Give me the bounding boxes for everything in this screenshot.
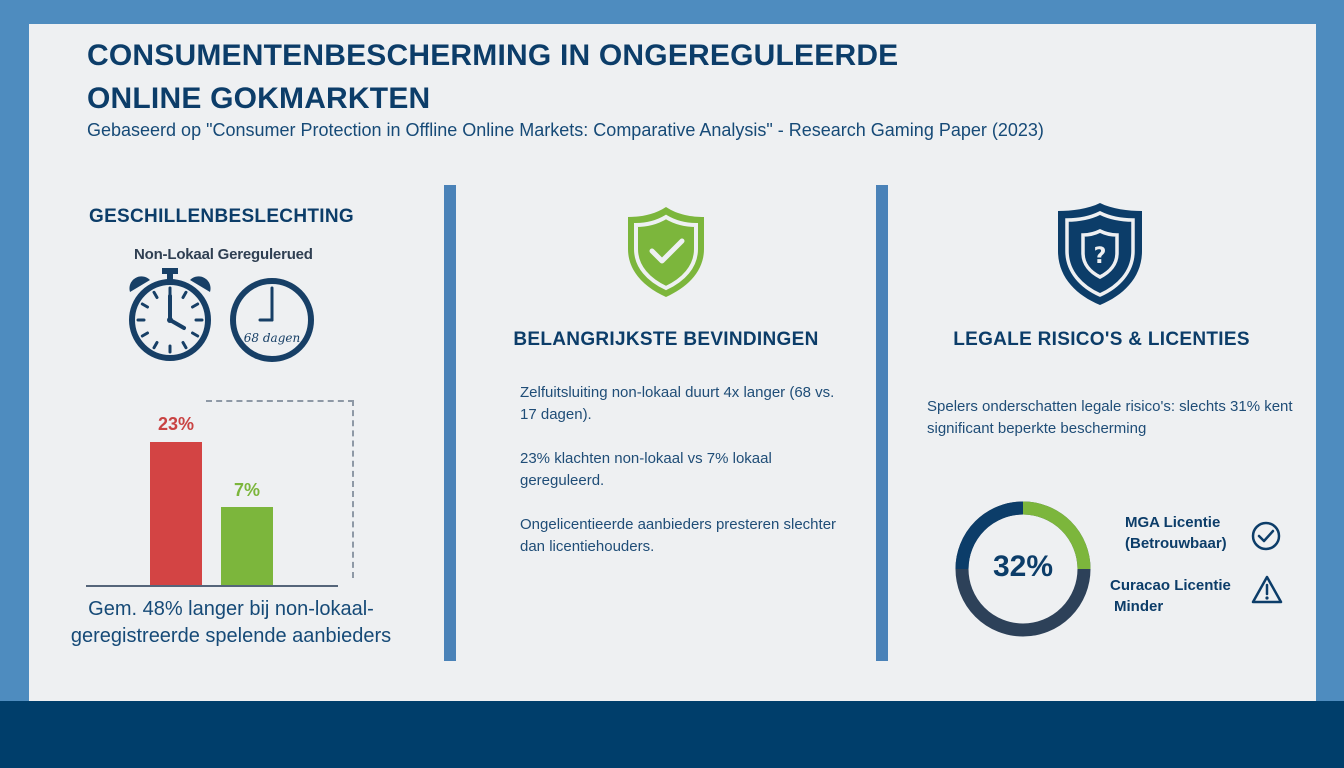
chart-caption: Gem. 48% langer bij non-lokaal-geregistr…	[70, 598, 392, 647]
dashed-guide	[206, 400, 354, 402]
license-label: MGA Licentie	[1125, 514, 1221, 531]
bar-local	[221, 507, 273, 586]
bar-nonlocal	[150, 442, 202, 586]
license-curacao: Curacao Licentie Minder	[1110, 575, 1231, 617]
check-circle-icon	[1251, 521, 1281, 551]
clock-label: Non-Lokaal Geregulerued	[134, 246, 313, 263]
column-divider	[444, 185, 456, 661]
footer-band	[0, 701, 1344, 768]
page-subtitle: Gebaseerd op "Consumer Protection in Off…	[87, 120, 1044, 140]
legal-risks-heading: LEGALE RISICO'S & LICENTIES	[953, 329, 1250, 350]
stopwatch-icon	[129, 268, 211, 361]
dispute-resolution-heading: GESCHILLENBESLECHTING	[89, 206, 354, 227]
license-sublabel: Minder	[1114, 598, 1164, 615]
license-sublabel: (Betrouwbaar)	[1125, 535, 1227, 552]
title-line-2: ONLINE GOKMARKTEN	[87, 82, 431, 115]
complaints-bar-chart: 23% 7%	[84, 400, 384, 590]
warning-triangle-icon	[1251, 575, 1283, 604]
donut-value: 32%	[992, 550, 1054, 583]
findings-list: Zelfuitsluiting non-lokaal duurt 4x lang…	[520, 382, 850, 580]
bar-value-label-nonlocal: 23%	[157, 414, 195, 434]
page-title: CONSUMENTENBESCHERMING IN ONGEREGULEERDE…	[87, 34, 987, 120]
legal-risks-text: Spelers onderschatten legale risico's: s…	[927, 398, 1293, 437]
shield-question-icon: ?	[1058, 203, 1142, 305]
license-mga: MGA Licentie (Betrouwbaar)	[1125, 512, 1227, 554]
key-findings-heading: BELANGRIJKSTE BEVINDINGEN	[513, 329, 819, 350]
infographic-card: CONSUMENTENBESCHERMING IN ONGEREGULEERDE…	[29, 24, 1316, 701]
title-line-1: CONSUMENTENBESCHERMING IN ONGEREGULEERDE	[87, 39, 899, 72]
clock-days-text: 68 dagen	[244, 331, 300, 345]
finding-item: Zelfuitsluiting non-lokaal duurt 4x lang…	[520, 384, 835, 423]
clock-icon: 68 dagen	[230, 278, 314, 362]
finding-item: 23% klachten non-lokaal vs 7% lokaal ger…	[520, 450, 772, 489]
finding-item: Ongelicentieerde aanbieders presteren sl…	[520, 516, 837, 555]
shield-check-icon	[628, 207, 704, 297]
bar-value-label-local: 7%	[233, 480, 260, 500]
svg-text:?: ?	[1094, 244, 1107, 269]
donut-chart	[955, 501, 1091, 637]
column-divider	[876, 185, 888, 661]
dashed-guide	[352, 400, 354, 578]
chart-baseline	[86, 585, 338, 587]
license-label: Curacao Licentie	[1110, 577, 1231, 594]
